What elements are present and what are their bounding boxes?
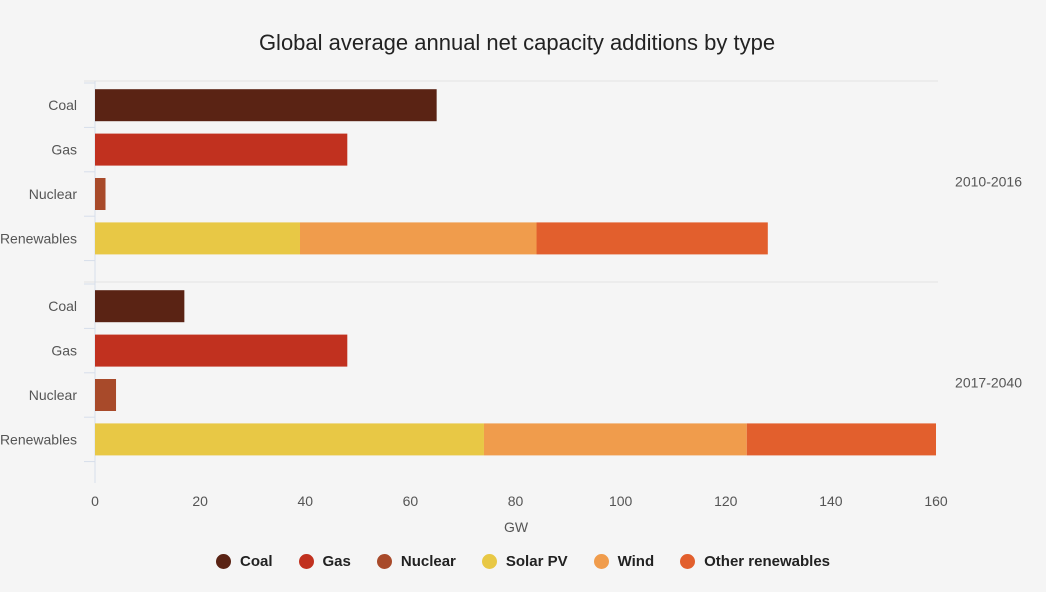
legend-label: Coal [239, 553, 273, 570]
x-tick-label: 140 [819, 493, 843, 509]
category-label: Coal [48, 298, 77, 314]
legend-label: Wind [617, 553, 655, 570]
group-label: 2010-2016 [955, 174, 1022, 190]
bar-wind[interactable]: Wind: 45 [299, 222, 537, 255]
legend-dot-icon [481, 554, 497, 569]
category-label: Renewables [0, 431, 77, 447]
x-tick-label: 160 [924, 493, 948, 509]
chart-title: Global average annual net capacity addit… [259, 30, 775, 55]
legend-label: Other renewables [704, 553, 831, 570]
x-axis-title: GW [504, 519, 529, 535]
bar-gas[interactable]: Gas: 48 [95, 334, 348, 367]
category-label: Gas [51, 142, 77, 158]
bar-other-renewables[interactable]: Other renewables: 44 [536, 222, 768, 255]
category-label: Coal [48, 97, 77, 113]
group-label: 2017-2040 [955, 375, 1022, 391]
bar-nuclear[interactable]: Nuclear: 4 [95, 379, 117, 411]
bar-nuclear[interactable]: Nuclear: 2 [95, 178, 106, 210]
legend-dot-icon [680, 554, 696, 569]
x-tick-label: 60 [403, 493, 419, 509]
legend-dot-icon [376, 554, 392, 569]
x-tick-label: 20 [192, 493, 208, 509]
legend-item-coal[interactable]: Coal [215, 553, 273, 570]
legend-item-solar-pv[interactable]: Solar PV [481, 553, 568, 570]
category-label: Nuclear [29, 387, 78, 403]
legend-item-wind[interactable]: Wind [593, 553, 655, 570]
legend-item-nuclear[interactable]: Nuclear [376, 553, 456, 570]
legend-dot-icon [215, 554, 231, 569]
bar-coal[interactable]: Coal: 17 [95, 290, 185, 323]
legend: Coal Gas Nuclear Solar PV Wind Other renewabl… [0, 553, 1046, 570]
bar-other-renewables[interactable]: Other renewables: 36 [746, 423, 936, 456]
legend-dot-icon [298, 554, 314, 569]
legend-dot-icon [593, 554, 609, 569]
legend-item-other-renewables[interactable]: Other renewables [680, 553, 830, 570]
category-label: Renewables [0, 230, 77, 246]
legend-label: Solar PV [505, 553, 568, 570]
x-tick-label: 80 [508, 493, 524, 509]
bar-solar-pv[interactable]: Solar PV: 39 [95, 222, 300, 255]
bar-gas[interactable]: Gas: 48 [95, 133, 348, 166]
legend-label: Gas [322, 553, 351, 570]
category-label: Nuclear [29, 186, 78, 202]
bar-wind[interactable]: Wind: 50 [483, 423, 747, 456]
plot-area: 2010-2016 Coal Coal: 65 Gas Gas: 48 Nuclear Nu… [0, 80, 1022, 509]
legend-item-gas[interactable]: Gas [298, 553, 351, 570]
legend-label: Nuclear [400, 553, 456, 570]
x-tick-label: 40 [297, 493, 313, 509]
x-tick-label: 120 [714, 493, 738, 509]
bar-coal[interactable]: Coal: 65 [95, 89, 437, 122]
x-tick-label: 0 [91, 493, 99, 509]
x-tick-label: 100 [609, 493, 633, 509]
bar-solar-pv[interactable]: Solar PV: 74 [95, 423, 484, 456]
category-label: Gas [51, 343, 77, 359]
